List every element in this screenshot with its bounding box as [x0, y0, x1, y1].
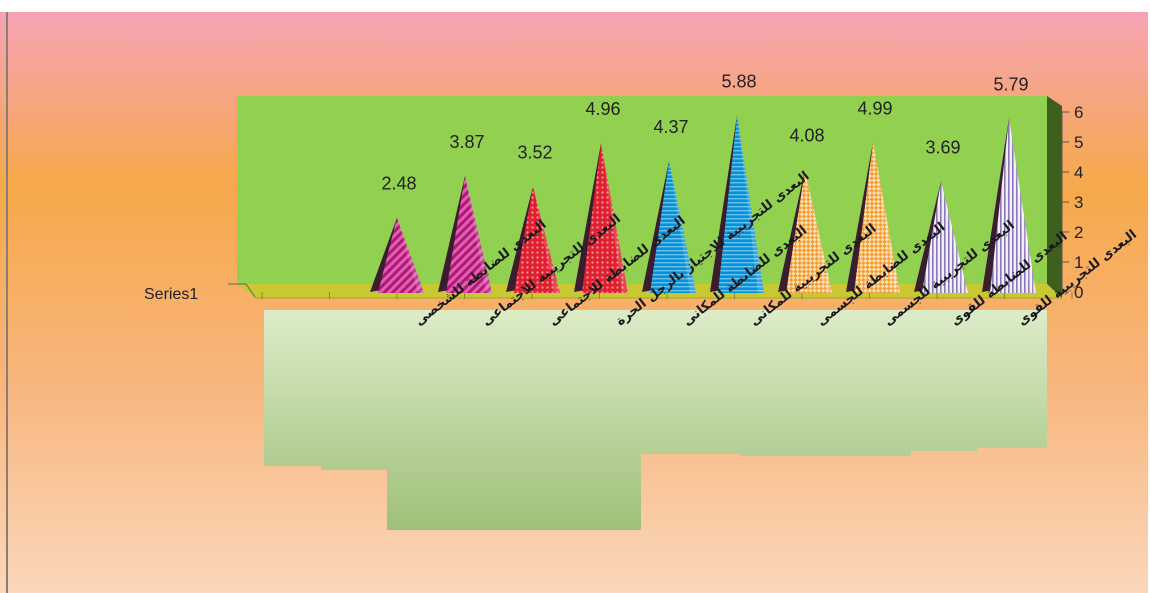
- pyramid-front-face: [922, 181, 968, 293]
- pyramid-bar: [370, 217, 424, 293]
- pyramid-highlight: [397, 217, 424, 293]
- pyramid-bar: [846, 142, 900, 293]
- floor-ticks: [261, 292, 1073, 299]
- data-label: 4.96: [585, 99, 620, 119]
- data-label: 3.52: [517, 142, 552, 162]
- data-label: 3.69: [925, 137, 960, 157]
- data-label: 4.37: [653, 117, 688, 137]
- data-label: 4.08: [789, 126, 824, 146]
- pyramid-highlight: [873, 142, 900, 293]
- data-labels: 2.48 3.87 3.52 4.96 4.37 5.88 4.08 4.99 3.69 5.79: [381, 72, 1028, 194]
- y-axis: 0 1 2 3 4 5 6: [1061, 103, 1083, 302]
- y-tick-label: 1: [1074, 253, 1083, 272]
- data-label: 3.87: [449, 132, 484, 152]
- y-tick-label: 6: [1074, 103, 1083, 122]
- pyramid-front-face: [378, 217, 424, 293]
- pyramid-highlight: [1009, 118, 1036, 293]
- pyramid-bar: [914, 181, 968, 293]
- data-label: 5.79: [993, 74, 1028, 94]
- pyramid-bar: [710, 115, 764, 293]
- pyramid-bar: [642, 160, 696, 293]
- series-name-leader: [228, 283, 256, 298]
- data-label: 2.48: [381, 174, 416, 194]
- pyramid-front-face: [718, 115, 764, 293]
- pyramid-bar: [982, 118, 1036, 293]
- pyramid-bar: [778, 169, 832, 293]
- y-tick-label: 5: [1074, 133, 1083, 152]
- pyramid-highlight: [601, 143, 628, 293]
- pyramid-series: [370, 115, 1036, 293]
- pyramid-highlight: [465, 175, 492, 293]
- data-label: 4.99: [857, 98, 892, 118]
- pyramid-front-face: [514, 186, 560, 293]
- pyramid-front-face: [990, 118, 1036, 293]
- y-tick-label: 4: [1074, 163, 1083, 182]
- back-wall: [237, 96, 1047, 284]
- pyramid-front-face: [650, 160, 696, 293]
- pyramid-front-face: [446, 175, 492, 293]
- pyramid-highlight: [805, 169, 832, 293]
- y-tick-label: 0: [1074, 283, 1083, 302]
- pyramid-bar: [506, 186, 560, 293]
- pyramid-highlight: [669, 160, 696, 293]
- pyramid-bar: [574, 143, 628, 293]
- pyramid-highlight: [533, 186, 560, 293]
- pyramid-highlight: [737, 115, 764, 293]
- pyramid-front-face: [786, 169, 832, 293]
- pyramid-front-face: [854, 142, 900, 293]
- y-tick-label: 3: [1074, 193, 1083, 212]
- pyramid-front-face: [582, 143, 628, 293]
- pyramid-highlight: [941, 181, 968, 293]
- data-label: 5.88: [721, 72, 756, 92]
- series-name-label: Series1: [144, 286, 198, 303]
- category-label-panel: [264, 310, 1047, 530]
- pyramid-bar: [438, 175, 492, 293]
- y-tick-label: 2: [1074, 223, 1083, 242]
- side-wall: [1047, 96, 1062, 298]
